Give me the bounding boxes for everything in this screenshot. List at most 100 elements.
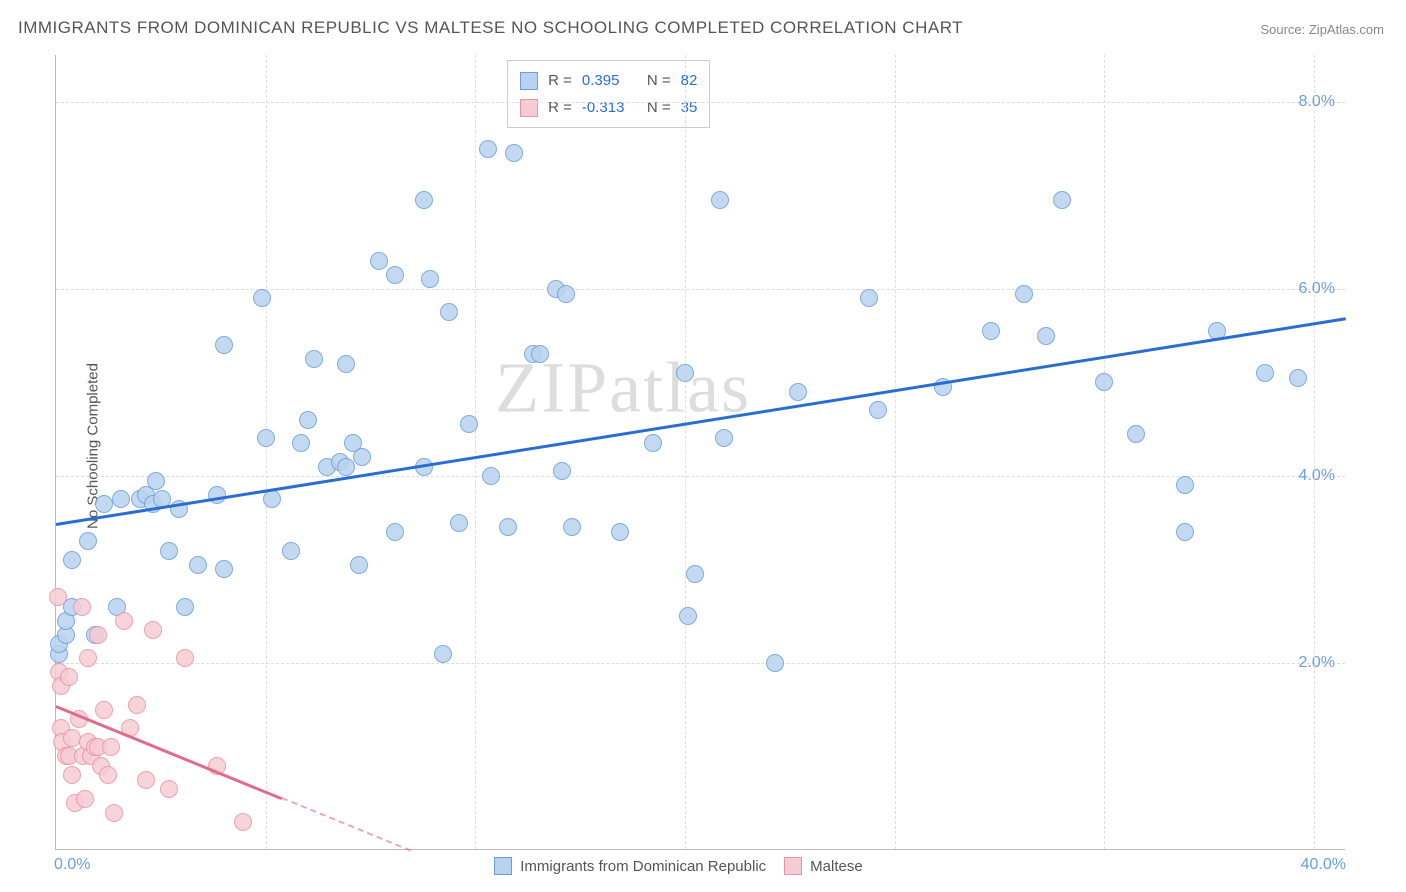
legend-swatch-dominican [494,857,512,875]
data-point-dominican [499,518,517,536]
y-tick-label: 4.0% [1299,467,1335,485]
data-point-maltese [60,668,78,686]
data-point-dominican [215,336,233,354]
data-point-dominican [147,472,165,490]
data-point-dominican [1037,327,1055,345]
data-point-maltese [89,626,107,644]
y-tick-label: 2.0% [1299,654,1335,672]
data-point-dominican [1256,364,1274,382]
data-point-dominican [860,289,878,307]
data-point-dominican [440,303,458,321]
gridline-horizontal [56,102,1345,103]
data-point-dominican [282,542,300,560]
legend-r-label: R = [548,67,572,94]
data-point-dominican [766,654,784,672]
chart-title: IMMIGRANTS FROM DOMINICAN REPUBLIC VS MA… [18,18,963,38]
gridline-horizontal [56,289,1345,290]
data-point-maltese [137,771,155,789]
data-point-dominican [353,448,371,466]
gridline-vertical [1104,55,1105,849]
data-point-maltese [73,598,91,616]
data-point-maltese [234,813,252,831]
gridline-vertical [475,55,476,849]
data-point-dominican [982,322,1000,340]
data-point-maltese [105,804,123,822]
data-point-maltese [128,696,146,714]
data-point-dominican [337,355,355,373]
data-point-maltese [160,780,178,798]
data-point-dominican [63,551,81,569]
source-label: Source: [1260,22,1308,37]
data-point-dominican [112,490,130,508]
data-point-dominican [505,144,523,162]
legend-label: Immigrants from Dominican Republic [520,858,766,875]
data-point-dominican [434,645,452,663]
data-point-maltese [99,766,117,784]
data-point-maltese [79,649,97,667]
data-point-dominican [1289,369,1307,387]
data-point-dominican [686,565,704,583]
legend-n-value: 35 [681,94,698,121]
legend-swatch-dominican [520,72,538,90]
data-point-dominican [160,542,178,560]
data-point-dominican [611,523,629,541]
data-point-dominican [299,411,317,429]
y-tick-label: 6.0% [1299,280,1335,298]
data-point-dominican [215,560,233,578]
gridline-vertical [685,55,686,849]
legend-item-maltese: Maltese [784,857,863,875]
data-point-dominican [257,429,275,447]
data-point-dominican [1127,425,1145,443]
data-point-dominican [869,401,887,419]
data-point-maltese [95,701,113,719]
data-point-maltese [115,612,133,630]
legend-r-label: R = [548,94,572,121]
legend-item-dominican: Immigrants from Dominican Republic [494,857,766,875]
legend-swatch-maltese [784,857,802,875]
data-point-dominican [1176,476,1194,494]
data-point-dominican [386,523,404,541]
data-point-dominican [460,415,478,433]
data-point-dominican [415,191,433,209]
plot-area: ZIPatlas R =0.395N =82R =-0.313N =35 Imm… [55,55,1345,850]
data-point-dominican [715,429,733,447]
x-tick-label: 0.0% [54,856,90,874]
data-point-dominican [208,486,226,504]
data-point-dominican [253,289,271,307]
data-point-maltese [144,621,162,639]
data-point-dominican [711,191,729,209]
gridline-vertical [266,55,267,849]
data-point-dominican [1095,373,1113,391]
data-point-dominican [1053,191,1071,209]
data-point-dominican [421,270,439,288]
data-point-dominican [189,556,207,574]
data-point-dominican [676,364,694,382]
data-point-dominican [679,607,697,625]
data-point-dominican [350,556,368,574]
legend-n-label: N = [647,94,671,121]
legend-stat-row-maltese: R = -0.313 N = 35 [520,94,697,121]
legend-n-value: 82 [681,67,698,94]
data-point-dominican [450,514,468,532]
source-name: ZipAtlas.com [1309,22,1384,37]
legend-label: Maltese [810,858,863,875]
data-point-dominican [263,490,281,508]
data-point-dominican [1015,285,1033,303]
x-tick-label: 40.0% [1301,856,1346,874]
data-point-dominican [292,434,310,452]
y-tick-label: 8.0% [1299,93,1335,111]
legend-r-value: -0.313 [582,94,637,121]
data-point-dominican [1176,523,1194,541]
data-point-dominican [531,345,549,363]
legend-stat-row-dominican: R =0.395N =82 [520,67,697,94]
data-point-maltese [49,588,67,606]
data-point-dominican [386,266,404,284]
data-point-dominican [553,462,571,480]
data-point-dominican [789,383,807,401]
data-point-dominican [337,458,355,476]
legend-series: Immigrants from Dominican Republic Maltes… [494,857,862,875]
gridline-vertical [1314,55,1315,849]
data-point-dominican [79,532,97,550]
data-point-dominican [482,467,500,485]
legend-n-label: N = [647,67,671,94]
